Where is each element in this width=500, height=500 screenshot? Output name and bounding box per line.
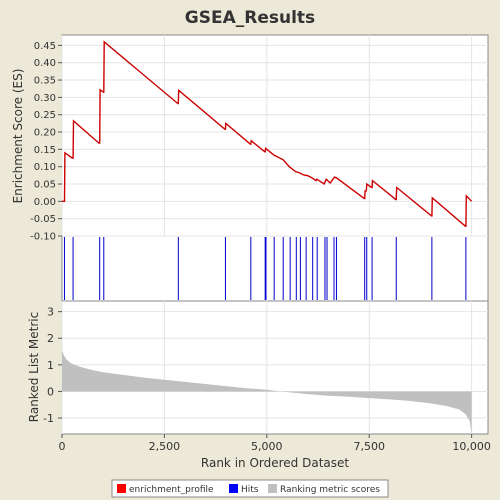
x-ticks: 0 2,500 5,000 7,500 10,000 [59,434,491,453]
legend-swatch-enrichment [117,484,126,493]
es-y-tick-label: -0.10 [30,232,56,243]
x-tick-label: 2,500 [149,440,181,453]
es-y-tick-label: 0.40 [34,58,56,69]
ranking-y-axis-label: Ranked List Metric [27,312,41,422]
hit-lines [63,237,467,300]
legend-label-enrichment: enrichment_profile [129,485,214,495]
es-y-tick-label: 0.05 [34,180,56,191]
es-plot-area [61,34,489,237]
x-tick-label: 0 [59,440,66,453]
ranking-y-ticks: -1 0 1 2 3 [43,306,62,425]
es-y-tick-label: 0.10 [34,162,56,173]
es-y-ticks: -0.10 -0.05 0.00 0.05 0.10 0.15 0.20 0.25 0.30 0.… [30,41,62,243]
es-y-tick-label: 0.30 [34,93,56,104]
x-tick-label: 10,000 [452,440,491,453]
ranking-y-tick-label: 2 [47,332,54,345]
legend-box [111,479,389,498]
es-grid [61,35,488,237]
legend: enrichment_profile Hits Ranking metric s… [111,479,389,498]
chart-title: GSEA_Results [185,8,315,28]
es-y-tick-label: 0.20 [34,128,56,139]
x-tick-label: 7,500 [353,440,385,453]
hits-plot-area [61,235,489,302]
ranking-y-tick-label: 1 [47,359,54,372]
es-y-tick-label: 0.25 [34,110,56,121]
es-y-tick-label: 0.00 [34,197,56,208]
ranking-y-tick-label: 0 [47,385,54,398]
ranking-plot-area [61,300,489,435]
es-y-tick-label: -0.05 [30,214,56,225]
legend-label-ranking: Ranking metric scores [280,485,380,495]
es-y-tick-label: 0.15 [34,145,56,156]
ranking-y-tick-label: -1 [43,412,54,425]
es-y-tick-label: 0.45 [34,41,56,52]
legend-swatch-ranking [268,484,277,493]
legend-swatch-hits [229,484,238,493]
ranking-y-tick-label: 3 [47,306,54,319]
es-y-axis-label: Enrichment Score (ES) [11,69,25,204]
es-y-tick-label: 0.35 [34,76,56,87]
x-axis-label: Rank in Ordered Dataset [201,456,349,470]
x-tick-label: 5,000 [251,440,283,453]
legend-label-hits: Hits [241,485,259,495]
ranking-metric-area [62,350,472,434]
enrichment-profile-line [62,40,473,228]
